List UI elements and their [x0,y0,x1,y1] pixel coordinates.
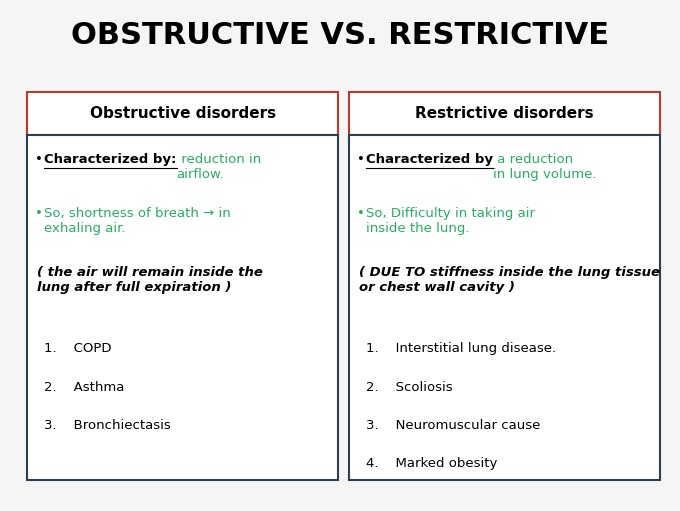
Text: Characterized by:: Characterized by: [44,153,177,166]
Text: 3.    Bronchiectasis: 3. Bronchiectasis [44,419,171,432]
Text: Restrictive disorders: Restrictive disorders [415,106,594,121]
Text: •: • [357,207,365,220]
Text: OBSTRUCTIVE VS. RESTRICTIVE: OBSTRUCTIVE VS. RESTRICTIVE [71,21,609,50]
Text: 3.    Neuromuscular cause: 3. Neuromuscular cause [366,419,540,432]
Text: So, Difficulty in taking air
inside the lung.: So, Difficulty in taking air inside the … [366,207,535,235]
Text: 1.    Interstitial lung disease.: 1. Interstitial lung disease. [366,342,556,355]
Text: 1.    COPD: 1. COPD [44,342,112,355]
FancyBboxPatch shape [27,135,338,480]
FancyBboxPatch shape [349,135,660,480]
FancyBboxPatch shape [27,92,338,135]
FancyBboxPatch shape [349,92,660,135]
Text: 4.    Marked obesity: 4. Marked obesity [366,457,497,470]
Text: ( DUE TO stiffness inside the lung tissue
or chest wall cavity ): ( DUE TO stiffness inside the lung tissu… [359,266,660,294]
Text: •: • [357,153,365,166]
Text: •: • [35,207,44,220]
Text: •: • [35,153,44,166]
Text: ( the air will remain inside the
lung after full expiration ): ( the air will remain inside the lung af… [37,266,263,294]
Text: reduction in
airflow.: reduction in airflow. [177,153,261,181]
Text: a reduction
in lung volume.: a reduction in lung volume. [493,153,596,181]
Text: Characterized by: Characterized by [366,153,493,166]
Text: Obstructive disorders: Obstructive disorders [90,106,275,121]
Text: 2.    Asthma: 2. Asthma [44,381,124,393]
Text: So, shortness of breath → in
exhaling air.: So, shortness of breath → in exhaling ai… [44,207,231,235]
Text: 2.    Scoliosis: 2. Scoliosis [366,381,452,393]
